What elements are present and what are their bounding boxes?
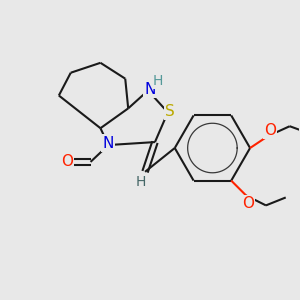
Text: N: N xyxy=(103,136,114,151)
Text: S: S xyxy=(165,104,175,119)
Text: O: O xyxy=(242,196,254,211)
Text: H: H xyxy=(136,175,146,189)
Text: O: O xyxy=(264,123,276,138)
Text: O: O xyxy=(61,154,73,169)
Text: H: H xyxy=(153,74,163,88)
Text: N: N xyxy=(144,82,156,97)
